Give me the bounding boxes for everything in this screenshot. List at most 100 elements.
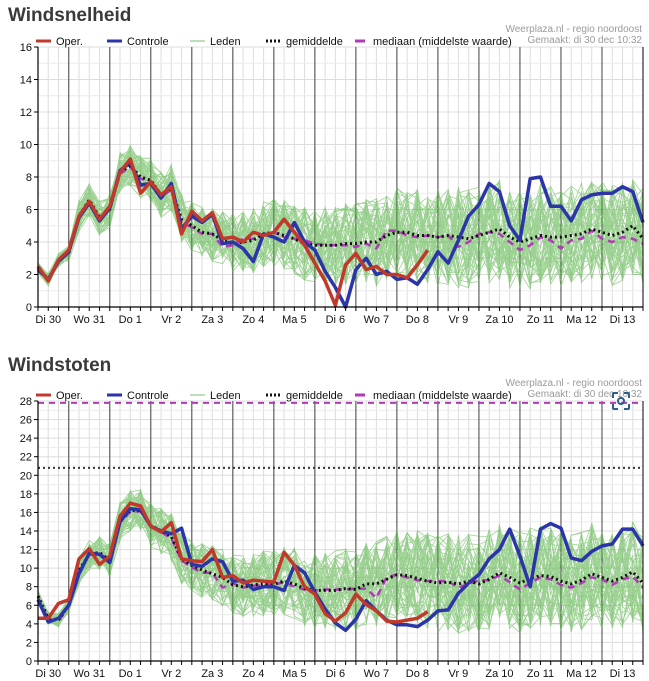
x-tick-label: Vr 2 bbox=[161, 314, 181, 326]
x-tick-label: Di 30 bbox=[35, 668, 61, 680]
created-timestamp: Gemaakt: di 30 dec 10:32 bbox=[527, 389, 642, 400]
legend: Oper. Controle Leden gemiddelde mediaan (mid… bbox=[36, 36, 512, 48]
legend-item: gemiddelde bbox=[266, 36, 343, 48]
y-tick-label: 0 bbox=[26, 302, 32, 314]
x-tick-label: Vr 9 bbox=[449, 668, 469, 680]
y-tick-label: 8 bbox=[26, 582, 32, 594]
y-tick-label: 4 bbox=[26, 237, 32, 249]
controle-line bbox=[36, 160, 645, 309]
legend: Oper. Controle Leden gemiddelde mediaan (mid… bbox=[36, 390, 512, 402]
legend-item: Leden bbox=[190, 36, 241, 48]
x-tick-label: Zo 11 bbox=[527, 668, 554, 680]
legend-label: mediaan (middelste waarde) bbox=[373, 36, 512, 48]
x-tick-label: Ma 12 bbox=[566, 314, 597, 326]
oper-line bbox=[38, 501, 429, 624]
x-tick-label: Ma 5 bbox=[282, 668, 306, 680]
y-tick-label: 6 bbox=[26, 600, 32, 612]
x-tick-label: Wo 7 bbox=[364, 668, 389, 680]
y-tick-label: 26 bbox=[20, 415, 32, 427]
legend-label: Leden bbox=[210, 390, 241, 402]
ensemble-member-line bbox=[37, 144, 644, 290]
created-timestamp: Gemaakt: di 30 dec 10:32 bbox=[527, 35, 642, 46]
ensemble-member-line bbox=[37, 164, 644, 283]
y-tick-label: 12 bbox=[20, 545, 32, 557]
legend-item: gemiddelde bbox=[266, 390, 343, 402]
fullscreen-scan-icon[interactable] bbox=[610, 390, 632, 412]
x-tick-label: Do 8 bbox=[406, 668, 429, 680]
legend-label: gemiddelde bbox=[286, 390, 343, 402]
ensemble-member-line bbox=[37, 514, 644, 631]
y-tick-label: 2 bbox=[26, 637, 32, 649]
x-tick-label: Di 13 bbox=[610, 668, 636, 680]
y-tick-label: 16 bbox=[20, 507, 32, 519]
ensemble-member-line bbox=[37, 489, 644, 629]
x-tick-label: Di 30 bbox=[35, 314, 61, 326]
ensemble-member-line bbox=[37, 488, 644, 630]
x-tick-label: Zo 4 bbox=[242, 668, 264, 680]
legend-item: mediaan (middelste waarde) bbox=[355, 36, 512, 48]
x-tick-label: Wo 31 bbox=[73, 314, 105, 326]
y-tick-label: 10 bbox=[20, 563, 32, 575]
legend-item: Controle bbox=[107, 36, 169, 48]
source-label: Weerplaza.nl - regio noordoost bbox=[505, 378, 642, 389]
ensemble-member-line bbox=[37, 496, 644, 620]
legend-label: Oper. bbox=[56, 390, 83, 402]
x-tick-label: Za 3 bbox=[201, 314, 223, 326]
legend-label: Controle bbox=[127, 36, 169, 48]
legend-item: Oper. bbox=[36, 36, 83, 48]
y-tick-label: 12 bbox=[20, 107, 32, 119]
x-tick-label: Di 6 bbox=[326, 668, 346, 680]
legend-item: Leden bbox=[190, 390, 241, 402]
x-tick-label: Zo 4 bbox=[242, 314, 264, 326]
x-tick-label: Do 1 bbox=[119, 668, 142, 680]
y-tick-label: 0 bbox=[26, 656, 32, 668]
y-tick-label: 20 bbox=[20, 470, 32, 482]
windstoten-chart-block: Windstoten 0 2 4 6 8 10 12 14 16 18 20 22 24 26 28 Di 3… bbox=[0, 350, 649, 681]
ensemble-member-line bbox=[37, 494, 644, 634]
y-tick-label: 2 bbox=[26, 270, 32, 282]
y-tick-label: 6 bbox=[26, 205, 32, 217]
x-tick-label: Vr 9 bbox=[449, 314, 469, 326]
oper-line bbox=[36, 157, 430, 308]
x-tick-label: Do 1 bbox=[119, 314, 142, 326]
y-tick-label: 14 bbox=[20, 75, 32, 87]
ensemble-member-line bbox=[37, 155, 644, 288]
windsnelheid-chart-block: Windsnelheid 0 2 4 6 8 10 12 14 16 Di 30 Wo 31 Do 1… bbox=[0, 0, 649, 330]
y-tick-label: 14 bbox=[20, 526, 32, 538]
x-tick-label: Ma 12 bbox=[566, 668, 597, 680]
x-tick-label: Wo 31 bbox=[73, 668, 105, 680]
x-tick-label: Ma 5 bbox=[282, 314, 306, 326]
legend-label: gemiddelde bbox=[286, 36, 343, 48]
controle-line bbox=[36, 506, 645, 633]
chart-title-windsnelheid: Windsnelheid bbox=[8, 5, 132, 26]
legend-item: Oper. bbox=[36, 390, 83, 402]
x-tick-label: Za 10 bbox=[485, 314, 513, 326]
x-tick-label: Di 13 bbox=[610, 314, 636, 326]
x-tick-label: Za 3 bbox=[201, 668, 223, 680]
x-tick-label: Di 6 bbox=[326, 314, 346, 326]
y-tick-label: 24 bbox=[20, 433, 32, 445]
y-tick-label: 10 bbox=[20, 140, 32, 152]
x-tick-label: Do 8 bbox=[406, 314, 429, 326]
x-tick-label: Wo 7 bbox=[364, 314, 389, 326]
y-tick-label: 28 bbox=[20, 396, 32, 408]
x-tick-label: Za 10 bbox=[485, 668, 513, 680]
y-tick-label: 8 bbox=[26, 172, 32, 184]
x-tick-label: Zo 11 bbox=[527, 314, 554, 326]
y-tick-label: 22 bbox=[20, 452, 32, 464]
ensemble-member-line bbox=[37, 491, 644, 627]
legend-label: Controle bbox=[127, 390, 169, 402]
source-label: Weerplaza.nl - regio noordoost bbox=[505, 24, 642, 35]
legend-label: Leden bbox=[210, 36, 241, 48]
y-tick-label: 18 bbox=[20, 489, 32, 501]
x-tick-label: Vr 2 bbox=[161, 668, 181, 680]
y-tick-label: 4 bbox=[26, 619, 32, 631]
ensemble-member-line bbox=[37, 510, 644, 631]
legend-item: mediaan (middelste waarde) bbox=[355, 390, 512, 402]
y-tick-label: 16 bbox=[20, 42, 32, 54]
legend-label: mediaan (middelste waarde) bbox=[373, 390, 512, 402]
chart-title-windstoten: Windstoten bbox=[8, 355, 112, 376]
windsnelheid-chart: 0 2 4 6 8 10 12 14 16 Di 30 Wo 31 Do 1 Vr 2 Za 3 Zo 4 M… bbox=[20, 24, 645, 326]
legend-label: Oper. bbox=[56, 36, 83, 48]
legend-item: Controle bbox=[107, 390, 169, 402]
